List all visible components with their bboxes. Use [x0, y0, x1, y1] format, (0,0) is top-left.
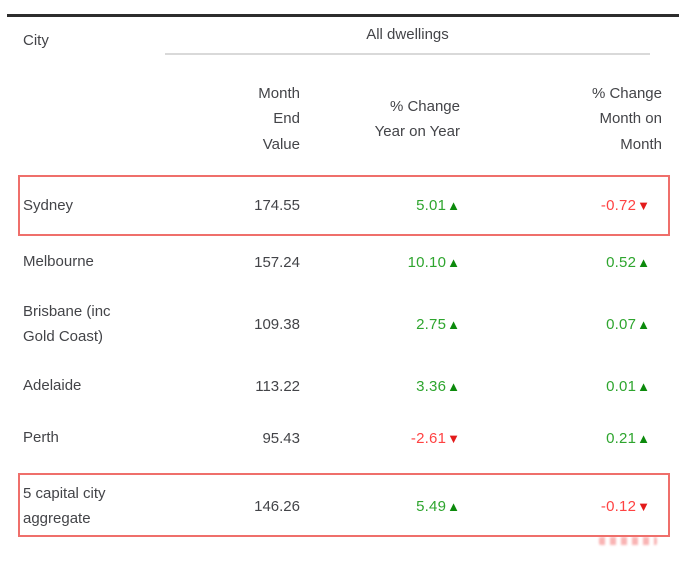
city-column-header: City [23, 31, 49, 49]
mom-change-cell: -0.12▼ [460, 498, 662, 515]
change-arrow-icon: ▼ [637, 498, 650, 514]
city-cell: Melbourne [23, 253, 94, 271]
change-arrow-icon: ▲ [447, 316, 460, 332]
change-value: 0.01 [606, 377, 637, 395]
change-arrow-icon: ▲ [637, 430, 650, 446]
change-arrow-icon: ▲ [637, 316, 650, 332]
yoy-change-cell: 5.01▲ [300, 197, 460, 214]
change-value: 0.21 [606, 429, 637, 447]
table-row: Brisbane (inc Gold Coast) 109.38 2.75▲ 0… [0, 288, 692, 360]
table-row: Sydney 174.55 5.01▲ -0.72▼ [0, 175, 692, 236]
watermark-smudge [599, 537, 657, 545]
mom-change-cell: 0.07▲ [460, 316, 662, 333]
change-value: 3.36 [416, 377, 447, 395]
city-cell: Adelaide [23, 377, 82, 395]
change-value: 0.52 [606, 253, 637, 271]
table-subheader-row: Month End Value % Change Year on Year % … [0, 63, 692, 175]
change-value: 0.07 [606, 315, 637, 333]
change-value: 5.01 [416, 197, 447, 214]
change-arrow-icon: ▲ [447, 498, 460, 514]
column-header-change-yoy: % Change Year on Year [374, 97, 460, 141]
mom-change-cell: -0.72▼ [460, 197, 662, 214]
change-arrow-icon: ▼ [447, 430, 460, 446]
change-value: 10.10 [407, 253, 447, 271]
city-cell: Perth [23, 429, 59, 447]
table-header-row: City All dwellings [0, 17, 692, 63]
change-arrow-icon: ▼ [637, 198, 650, 213]
yoy-change-cell: -2.61▼ [300, 430, 460, 447]
month-end-value-cell: 174.55 [254, 197, 300, 214]
month-end-value-cell: 109.38 [254, 315, 300, 333]
column-header-month-end-value: Month End Value [258, 84, 300, 153]
city-cell: 5 capital city aggregate [23, 484, 106, 528]
change-arrow-icon: ▲ [637, 378, 650, 394]
mom-change-cell: 0.21▲ [460, 430, 662, 447]
change-value: 5.49 [416, 497, 447, 515]
table-top-border [7, 14, 679, 17]
month-end-value-cell: 146.26 [254, 497, 300, 515]
table-row: Adelaide 113.22 3.36▲ 0.01▲ [0, 360, 692, 412]
month-end-value-cell: 157.24 [254, 253, 300, 271]
change-value: -0.72 [600, 197, 637, 214]
yoy-change-cell: 10.10▲ [300, 254, 460, 271]
table-row: Perth 95.43 -2.61▼ 0.21▲ [0, 412, 692, 464]
table-row: 5 capital city aggregate 146.26 5.49▲ -0… [0, 464, 692, 540]
change-value: -2.61 [410, 429, 447, 447]
month-end-value-cell: 113.22 [255, 377, 300, 395]
city-cell: Sydney [23, 196, 74, 214]
yoy-change-cell: 2.75▲ [300, 316, 460, 333]
all-dwellings-group-header: All dwellings [165, 26, 650, 55]
change-arrow-icon: ▲ [447, 254, 460, 270]
yoy-change-cell: 5.49▲ [300, 498, 460, 515]
change-value: -0.12 [600, 497, 637, 515]
change-arrow-icon: ▲ [637, 254, 650, 270]
column-header-change-mom: % Change Month on Month [591, 84, 662, 153]
change-value: 2.75 [416, 315, 447, 333]
table-row: Melbourne 157.24 10.10▲ 0.52▲ [0, 236, 692, 288]
mom-change-cell: 0.52▲ [460, 254, 662, 271]
mom-change-cell: 0.01▲ [460, 378, 662, 395]
city-cell: Brisbane (inc Gold Coast) [23, 302, 111, 346]
month-end-value-cell: 95.43 [262, 429, 300, 447]
change-arrow-icon: ▲ [447, 378, 460, 394]
change-arrow-icon: ▲ [447, 198, 460, 213]
yoy-change-cell: 3.36▲ [300, 378, 460, 395]
